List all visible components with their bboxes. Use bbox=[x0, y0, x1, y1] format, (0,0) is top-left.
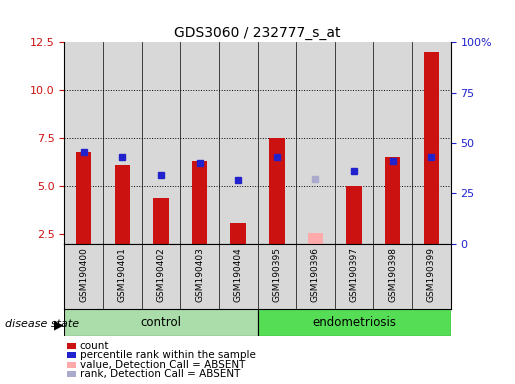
Bar bbox=[296, 42, 335, 244]
Bar bbox=[103, 42, 142, 244]
Bar bbox=[335, 42, 373, 244]
Bar bbox=[346, 186, 362, 244]
Text: disease state: disease state bbox=[5, 319, 79, 329]
Title: GDS3060 / 232777_s_at: GDS3060 / 232777_s_at bbox=[174, 26, 341, 40]
Bar bbox=[64, 309, 258, 336]
Text: GSM190403: GSM190403 bbox=[195, 247, 204, 302]
Text: GSM190397: GSM190397 bbox=[350, 247, 358, 302]
Text: GSM190400: GSM190400 bbox=[79, 247, 88, 302]
Text: GSM190401: GSM190401 bbox=[118, 247, 127, 302]
Text: GSM190404: GSM190404 bbox=[234, 247, 243, 302]
Text: GSM190396: GSM190396 bbox=[311, 247, 320, 302]
Bar bbox=[258, 42, 296, 244]
Bar bbox=[76, 152, 92, 244]
Bar bbox=[153, 198, 169, 244]
Bar bbox=[385, 157, 400, 244]
Bar bbox=[307, 233, 323, 244]
Bar bbox=[219, 42, 258, 244]
Bar bbox=[64, 42, 103, 244]
Text: control: control bbox=[141, 316, 181, 329]
Text: GSM190402: GSM190402 bbox=[157, 247, 165, 302]
Bar bbox=[412, 42, 451, 244]
Text: endometriosis: endometriosis bbox=[312, 316, 396, 329]
Bar bbox=[231, 223, 246, 244]
Bar bbox=[142, 42, 180, 244]
Bar bbox=[269, 138, 284, 244]
Bar bbox=[114, 165, 130, 244]
Text: ▶: ▶ bbox=[55, 318, 64, 331]
Bar bbox=[423, 52, 439, 244]
Text: GSM190399: GSM190399 bbox=[427, 247, 436, 302]
Text: GSM190398: GSM190398 bbox=[388, 247, 397, 302]
Text: value, Detection Call = ABSENT: value, Detection Call = ABSENT bbox=[80, 360, 245, 370]
Text: count: count bbox=[80, 341, 109, 351]
Text: percentile rank within the sample: percentile rank within the sample bbox=[80, 350, 256, 360]
Bar bbox=[192, 161, 207, 244]
Text: rank, Detection Call = ABSENT: rank, Detection Call = ABSENT bbox=[80, 369, 240, 379]
Bar bbox=[180, 42, 219, 244]
Text: GSM190395: GSM190395 bbox=[272, 247, 281, 302]
Bar bbox=[373, 42, 412, 244]
Bar bbox=[258, 309, 451, 336]
